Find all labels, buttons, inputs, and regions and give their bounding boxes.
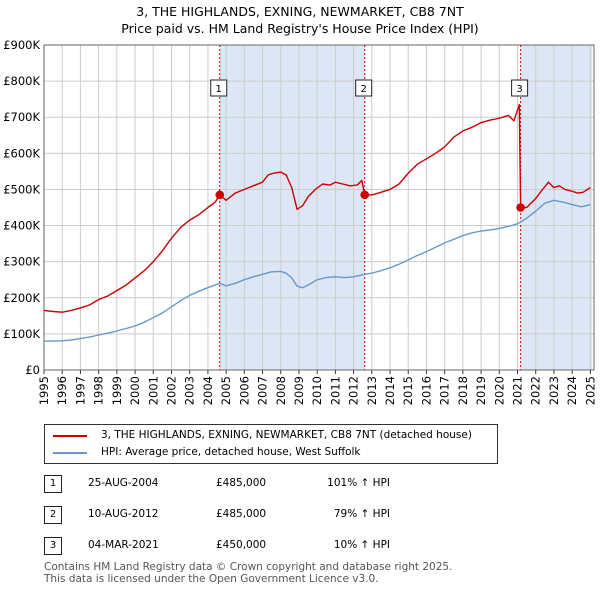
sale-point <box>360 190 370 200</box>
transaction-number: 1 <box>44 475 62 493</box>
y-tick-label: £300K <box>3 255 40 269</box>
transaction-price: £450,000 <box>216 539 267 551</box>
x-tick-label: 1996 <box>55 376 69 405</box>
transaction-date: 10-AUG-2012 <box>88 508 159 520</box>
x-tick-label: 2006 <box>237 376 251 405</box>
legend-swatch-property <box>53 435 87 437</box>
x-tick-label: 2017 <box>438 376 452 405</box>
property-price-line <box>43 103 591 313</box>
x-tick-label: 2014 <box>383 376 397 405</box>
plot-frame <box>43 44 595 371</box>
sale-point <box>215 190 225 200</box>
shaded-period <box>520 45 593 370</box>
x-tick-label: 2001 <box>146 376 160 405</box>
transaction-price: £485,000 <box>216 477 267 489</box>
transaction-number: 2 <box>44 506 62 524</box>
y-tick-label: £700K <box>3 110 40 124</box>
x-tick-label: 2009 <box>292 376 306 405</box>
y-tick-label: £800K <box>3 74 40 88</box>
x-tick-label: 2018 <box>456 376 470 405</box>
x-tick-label: 1998 <box>92 376 106 405</box>
x-tick-label: 2005 <box>219 376 233 405</box>
x-tick-label: 2025 <box>583 376 597 405</box>
y-tick-label: £900K <box>3 38 40 52</box>
x-tick-label: 2023 <box>547 376 561 405</box>
legend-label-property: 3, THE HIGHLANDS, EXNING, NEWMARKET, CB8… <box>101 429 472 441</box>
chart-title: 3, THE HIGHLANDS, EXNING, NEWMARKET, CB8… <box>136 4 464 19</box>
x-tick-label: 2004 <box>201 376 215 405</box>
chart-subtitle: Price paid vs. HM Land Registry's House … <box>121 21 479 36</box>
x-tick-label: 2003 <box>183 376 197 405</box>
x-tick-label: 2007 <box>256 376 270 405</box>
x-tick-label: 2016 <box>419 376 433 405</box>
shaded-period <box>219 45 365 370</box>
y-tick-label: £0 <box>25 363 40 377</box>
x-tick-label: 2015 <box>401 376 415 405</box>
legend-label-hpi: HPI: Average price, detached house, West… <box>101 446 361 458</box>
x-tick-label: 2012 <box>347 376 361 405</box>
legend-swatch-hpi <box>53 452 87 454</box>
legend: 3, THE HIGHLANDS, EXNING, NEWMARKET, CB8… <box>44 424 498 464</box>
transaction-price: £485,000 <box>216 508 267 520</box>
x-tick-label: 1997 <box>73 376 87 405</box>
x-tick-label: 2021 <box>511 376 525 405</box>
x-tick-label: 2020 <box>492 376 506 405</box>
sale-marker-box <box>511 79 529 97</box>
sale-marker-number: 2 <box>361 84 367 95</box>
sale-marker-number: 3 <box>516 84 522 95</box>
x-tick-label: 2010 <box>310 376 324 405</box>
transaction-number: 3 <box>44 537 62 555</box>
x-tick-label: 2002 <box>164 376 178 405</box>
x-tick-label: 2024 <box>565 376 579 405</box>
y-tick-label: £400K <box>3 219 40 233</box>
transaction-row: 3 04-MAR-2021 £450,000 10% ↑ HPI <box>44 537 544 557</box>
hpi-line <box>44 199 591 342</box>
transaction-hpi-diff: 10% ↑ HPI <box>333 539 390 551</box>
x-tick-label: 2013 <box>365 376 379 405</box>
y-tick-label: £600K <box>3 146 40 160</box>
sale-marker-number: 1 <box>216 84 222 95</box>
transaction-hpi-diff: 101% ↑ HPI <box>327 477 390 489</box>
x-tick-label: 1999 <box>110 376 124 405</box>
x-tick-label: 2008 <box>274 376 288 405</box>
x-tick-label: 2022 <box>529 376 543 405</box>
x-tick-label: 1995 <box>37 376 51 405</box>
sale-marker-box <box>355 79 373 97</box>
footer-copyright: Contains HM Land Registry data © Crown c… <box>44 561 453 573</box>
transaction-row: 2 10-AUG-2012 £485,000 79% ↑ HPI <box>44 506 544 526</box>
sale-marker-box <box>210 79 228 97</box>
x-tick-label: 2019 <box>474 376 488 405</box>
y-tick-label: £200K <box>3 291 40 305</box>
transaction-row: 1 25-AUG-2004 £485,000 101% ↑ HPI <box>44 475 544 495</box>
transaction-date: 25-AUG-2004 <box>88 477 159 489</box>
y-tick-label: £500K <box>3 182 40 196</box>
x-tick-label: 2011 <box>328 376 342 405</box>
footer-licence: This data is licensed under the Open Gov… <box>44 573 379 585</box>
price-chart: 1 2 3 £0 £100K £200K £300K £400K £500K £600K £700… <box>3 38 597 405</box>
x-tick-label: 2000 <box>128 376 142 405</box>
transaction-date: 04-MAR-2021 <box>88 539 159 551</box>
transaction-hpi-diff: 79% ↑ HPI <box>333 508 390 520</box>
y-tick-label: £100K <box>3 327 40 341</box>
sale-point <box>516 203 525 212</box>
